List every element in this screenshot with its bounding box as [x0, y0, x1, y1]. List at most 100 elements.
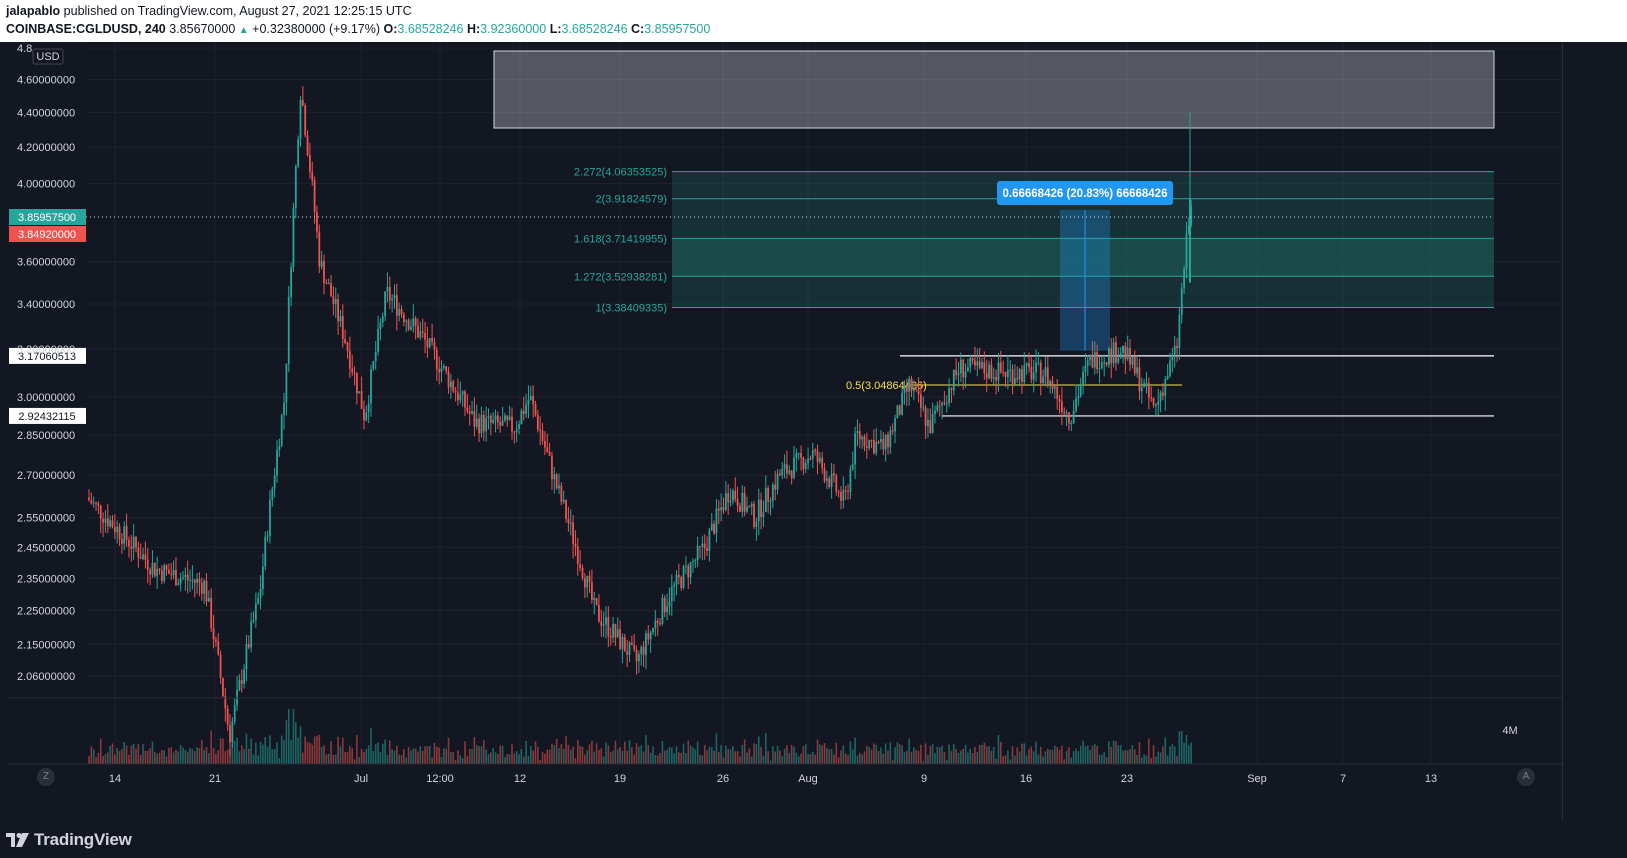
volume-bar [1096, 745, 1098, 764]
ohlc-legend: COINBASE:CGLDUSD, 240 3.85670000 ▲ +0.32… [6, 22, 710, 36]
candle-body [1119, 352, 1122, 358]
chart-area[interactable]: 2.272(4.06353525) 2(3.91824579) 1.618(3.71… [7, 42, 1563, 820]
fib-zone-core[interactable] [672, 238, 1494, 277]
volume-bar [372, 750, 375, 764]
candle-body [722, 507, 725, 510]
candle-body [598, 605, 600, 622]
candle-body [168, 569, 170, 574]
candle-body [952, 369, 955, 391]
currency-label[interactable]: USD [36, 51, 59, 63]
volume-bar [748, 748, 751, 764]
candle-body [663, 598, 666, 613]
candle-body [544, 440, 546, 448]
volume-bar [938, 747, 941, 764]
symbol-label[interactable]: COINBASE:CGLDUSD, 240 [6, 22, 166, 36]
volume-bar [102, 755, 104, 764]
high-label: H: [466, 22, 481, 36]
volume-bar [525, 740, 527, 764]
candle-body [1049, 380, 1052, 385]
volume-bar [1049, 749, 1051, 764]
price-line-label: 3.17060513 [18, 351, 76, 363]
candle-body [1140, 387, 1143, 392]
price-chart[interactable]: 2.272(4.06353525) 2(3.91824579) 1.618(3.71… [7, 42, 1562, 820]
volume-bar [1007, 750, 1009, 764]
volume-bar [840, 750, 842, 764]
candle-body [506, 415, 509, 420]
volume-bar [226, 749, 229, 764]
candle-body [374, 352, 377, 362]
volume-bar [631, 747, 633, 764]
candle-body [92, 502, 95, 504]
candle-body [797, 452, 800, 454]
candle-body [976, 361, 979, 366]
volume-bar [894, 747, 896, 764]
volume-bar [906, 750, 908, 764]
candle-body [428, 338, 431, 348]
volume-bar [417, 751, 419, 764]
candle-body [1039, 362, 1042, 383]
candle-body [1115, 342, 1117, 363]
volume-bar [1000, 741, 1002, 764]
volume-bar [710, 747, 713, 764]
candle-body [1023, 365, 1026, 382]
candle-body [365, 412, 368, 421]
candle-body [842, 490, 845, 501]
candle-body [727, 493, 730, 503]
candle-body [149, 569, 151, 575]
volume-bar [830, 749, 833, 764]
candle-body [160, 570, 163, 581]
volume-bar [478, 746, 480, 764]
volume-bar [283, 740, 285, 764]
candle-body [1084, 365, 1087, 372]
candle-body [1075, 398, 1077, 411]
candle-body [306, 135, 309, 155]
candle-body [974, 360, 976, 366]
candle-body [868, 439, 871, 449]
candle-body [591, 582, 593, 601]
volume-bar [154, 751, 156, 764]
volume-bar [729, 749, 732, 764]
volume-bar [452, 752, 455, 764]
candle-body [910, 378, 913, 391]
volume-bar [546, 749, 549, 764]
volume-bar [344, 752, 346, 764]
volume-bar [976, 751, 979, 764]
volume-bar [1079, 745, 1082, 764]
candle-body [527, 399, 530, 405]
candle-body [233, 705, 236, 722]
volume-bar [501, 745, 504, 764]
volume-bar [647, 745, 650, 764]
resistance-zone[interactable] [493, 50, 1495, 129]
volume-bar [835, 742, 838, 764]
volume-bar [313, 736, 316, 764]
volume-bar [1119, 745, 1122, 764]
volume-bar [438, 747, 440, 764]
time-tick-label: 9 [921, 773, 927, 785]
candle-body [692, 560, 694, 563]
candle-body [90, 500, 93, 504]
volume-bar [600, 748, 603, 764]
volume-bar [985, 746, 988, 764]
zoom-reset-button[interactable]: Z [37, 768, 55, 786]
volume-bar [917, 750, 920, 764]
auto-scale-button[interactable]: A [1517, 768, 1535, 786]
volume-bar [184, 750, 187, 764]
author-name[interactable]: jalapablo [6, 4, 61, 18]
price-badge [9, 226, 86, 242]
volume-bar [172, 752, 175, 764]
volume-bar [541, 752, 544, 764]
volume-bar [1075, 748, 1077, 764]
candle-body [158, 568, 161, 571]
volume-bar [722, 757, 725, 764]
fib-level-label: 1(3.38409335) [595, 303, 667, 315]
candle-body [1042, 376, 1044, 383]
volume-bar [1169, 746, 1171, 764]
tradingview-logo[interactable]: TradingView [6, 830, 132, 850]
volume-bar [842, 745, 845, 764]
candle-body [992, 377, 995, 379]
candle-body [518, 424, 520, 429]
candle-body [99, 505, 102, 520]
candle-body [433, 341, 436, 350]
volume-bar [121, 748, 123, 764]
volume-bar [997, 734, 1000, 764]
